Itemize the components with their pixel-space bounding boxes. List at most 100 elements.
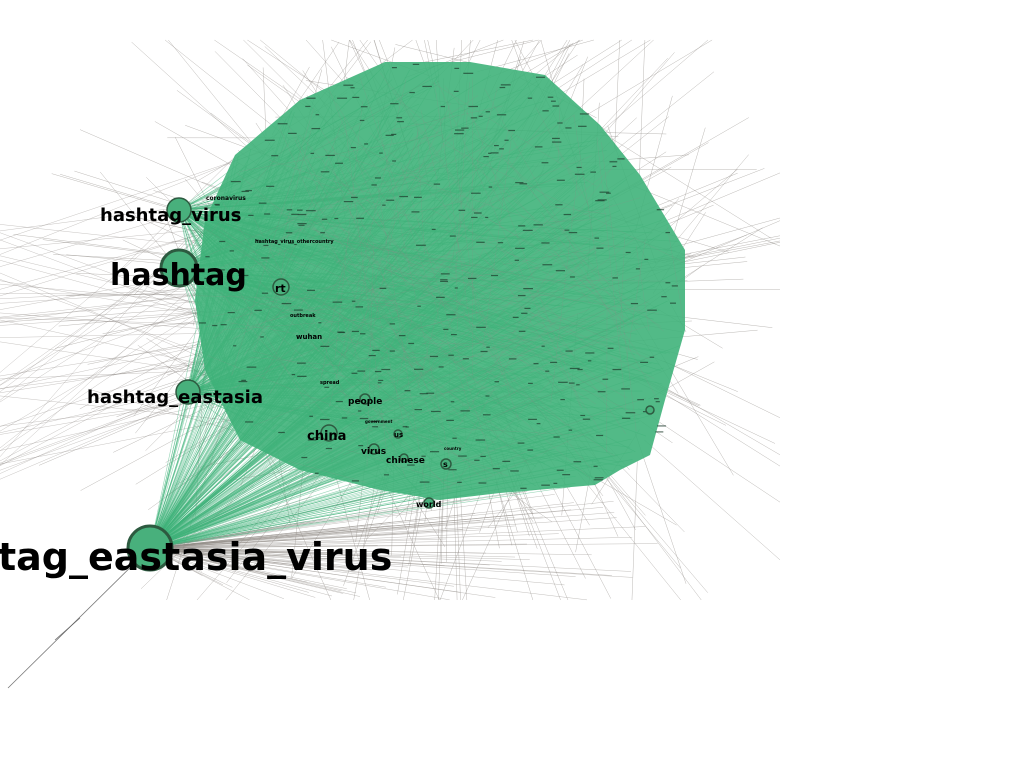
edge [149,265,599,549]
edge [178,230,436,269]
minor-node [417,305,421,307]
edge [149,383,503,549]
edge [473,273,608,398]
edge [321,212,512,352]
edge [286,204,342,220]
minor-node [625,412,636,414]
minor-node [541,242,550,244]
node-china[interactable] [320,424,338,442]
edge [178,153,382,211]
minor-node [617,158,625,160]
edge [470,245,596,392]
edge [278,125,416,435]
minor-node [337,97,348,99]
minor-node [521,312,528,314]
edge [269,270,507,321]
minor-node [555,204,563,206]
node-hashtag-virus[interactable] [166,197,192,223]
edge [187,152,274,393]
edge [303,329,349,359]
minor-node [609,161,618,163]
minor-node [542,110,549,112]
label-spread: spread [320,380,340,386]
edge [667,226,685,322]
minor-node [460,410,470,412]
minor-node [412,63,420,65]
edge [178,209,320,448]
edge [7,547,151,689]
minor-node [568,429,573,431]
edge [149,290,329,549]
edge [187,360,638,393]
minor-node [341,417,348,419]
node-people[interactable] [359,393,371,405]
node-virus[interactable] [368,443,380,455]
node-chinese[interactable] [399,453,409,463]
edge [673,127,706,234]
edge [187,391,595,419]
edge [187,135,300,393]
edge [187,214,584,393]
node-hashtag-eastasia-virus[interactable] [126,524,174,572]
edge [187,370,595,393]
edge [149,399,228,549]
minor-node [396,117,403,119]
label-world: world [416,500,442,509]
edge [342,366,434,431]
minor-node [314,472,319,474]
edge [149,112,533,549]
edge [440,195,512,393]
minor-node [576,384,580,386]
edge [443,85,634,315]
edge [178,267,532,392]
edge [395,44,471,64]
minor-node [476,326,486,328]
minor-node [458,209,466,211]
edge [149,547,565,586]
node-rt[interactable] [272,278,290,296]
edge [178,267,647,378]
edge [511,471,561,601]
edge [436,80,581,407]
edge [601,142,637,432]
node-n1[interactable] [645,405,655,415]
edge [261,290,452,493]
label-country: country [444,446,462,451]
minor-node [596,247,604,249]
node-s[interactable] [440,458,452,470]
edge [344,117,387,453]
minor-node [665,282,671,284]
edge [332,146,443,430]
edge [358,74,471,410]
edge [329,219,564,392]
minor-node [379,152,383,154]
minor-node [579,113,589,115]
edge [187,156,239,393]
node-us[interactable] [393,429,403,439]
edge [287,282,369,372]
edge [253,294,307,398]
edge [0,274,201,403]
edge [430,235,490,370]
edge [178,147,275,211]
edge [187,164,596,393]
edge [168,39,265,159]
edges-green-layer [149,62,685,549]
node-hashtag[interactable] [159,248,199,288]
node-hashtag-eastasia[interactable] [175,379,201,405]
minor-node [454,133,464,135]
minor-node [443,328,449,331]
minor-node [497,242,504,244]
label-chinese: chinese [386,456,425,466]
minor-node [433,183,441,185]
edge [178,209,342,257]
edge [178,267,423,494]
edge [149,486,571,549]
edge [453,494,458,601]
edge [187,271,273,393]
edge [492,354,657,417]
minor-node [320,171,330,173]
node-world[interactable] [423,497,435,509]
edge [187,138,491,393]
edge [223,286,447,393]
